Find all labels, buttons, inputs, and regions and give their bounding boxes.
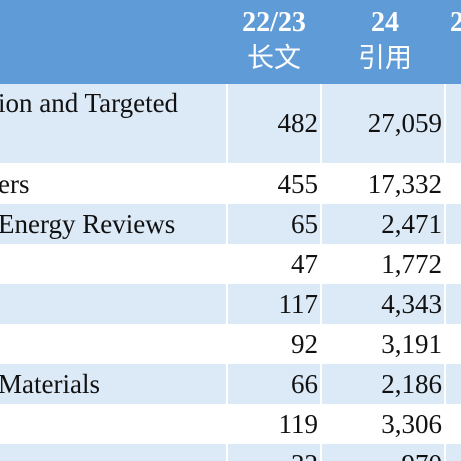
citations-value: 2,471 [381, 209, 442, 239]
long-articles-value: 482 [277, 108, 319, 138]
header-next-column: 2 [450, 5, 461, 41]
table-row: 92 3,191 [0, 324, 461, 364]
table-row: 117 4,343 [0, 284, 461, 324]
citations-value: 1,772 [381, 249, 442, 279]
journal-name: ers [0, 169, 30, 199]
journal-name: ion and Targeted [0, 88, 179, 118]
long-articles-value: 66 [291, 369, 318, 399]
table-row: 47 1,772 [0, 244, 461, 284]
long-articles-value: 119 [278, 409, 319, 439]
header-long-articles-label: 长文 [247, 43, 301, 74]
table-row: Materials 66 2,186 [0, 364, 461, 404]
citations-value: 17,332 [367, 169, 442, 199]
header-next-column-year: 2 [450, 7, 461, 38]
header-long-articles: 22/23 长文 [228, 5, 320, 77]
table-row: 32 970 [0, 444, 461, 461]
column-divider [320, 84, 322, 461]
long-articles-value: 92 [291, 329, 318, 359]
column-divider [226, 84, 228, 461]
table-row: 119 3,306 [0, 404, 461, 444]
long-articles-value: 117 [278, 289, 319, 319]
header-citations: 24 引用 [340, 5, 430, 77]
table-row: Energy Reviews 65 2,471 [0, 204, 461, 244]
journal-name: Materials [0, 369, 100, 399]
citations-value: 970 [402, 449, 443, 461]
citations-value: 3,306 [381, 409, 442, 439]
citations-value: 2,186 [381, 369, 442, 399]
long-articles-value: 32 [291, 449, 318, 461]
long-articles-value: 47 [291, 249, 318, 279]
journal-name: Energy Reviews [0, 209, 176, 239]
header-long-articles-year: 22/23 [242, 7, 306, 38]
table-row: ers 455 17,332 [0, 164, 461, 204]
long-articles-value: 455 [277, 169, 319, 199]
header-citations-year: 24 [371, 7, 399, 38]
citations-value: 27,059 [367, 108, 442, 138]
table-row: ion and Targeted 482 27,059 [0, 84, 461, 164]
citations-value: 4,343 [381, 289, 442, 319]
row-divider [0, 163, 461, 165]
citations-value: 3,191 [381, 329, 442, 359]
long-articles-value: 65 [291, 209, 318, 239]
header-citations-label: 引用 [358, 43, 412, 74]
table-header: 22/23 长文 24 引用 2 [0, 0, 461, 84]
column-divider [444, 84, 446, 461]
